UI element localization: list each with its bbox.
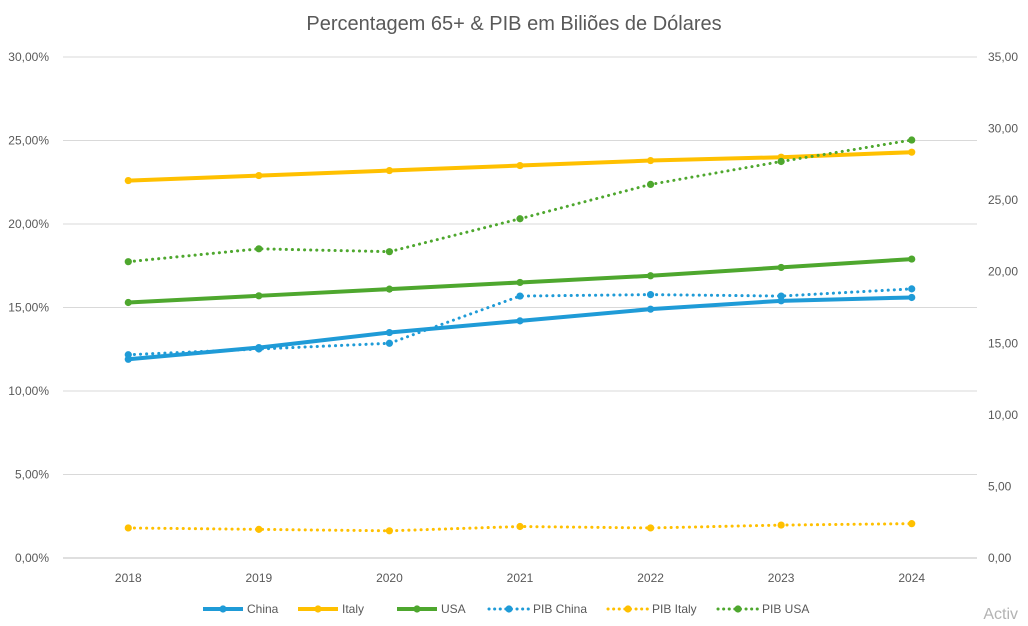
legend-label: Italy: [342, 602, 364, 616]
right-tick-label: 15,00: [988, 336, 1018, 350]
left-tick-label: 0,00%: [15, 551, 49, 565]
x-tick-label: 2018: [115, 571, 142, 585]
data-point: [255, 345, 263, 353]
data-point: [777, 521, 785, 529]
left-axis-ticks: 0,00% 5,00% 10,00% 15,00% 20,00% 25,00% 30,00%: [8, 50, 49, 565]
legend-item: PIB USA: [716, 602, 809, 616]
data-point: [516, 522, 524, 531]
right-tick-label: 0,00: [988, 551, 1012, 565]
data-point: [255, 245, 263, 253]
data-point: [516, 161, 524, 170]
watermark-text: Activ: [983, 606, 1018, 623]
legend-item: USA: [397, 602, 466, 616]
legend-marker: [413, 605, 421, 613]
data-point: [255, 171, 263, 180]
legend-marker: [219, 605, 227, 613]
data-point: [385, 285, 394, 293]
legend-label: China: [247, 602, 279, 616]
right-tick-label: 20,00: [988, 265, 1018, 279]
left-tick-label: 20,00%: [8, 217, 49, 231]
data-point: [908, 293, 916, 302]
data-point: [124, 258, 132, 266]
gridlines: [63, 56, 977, 559]
legend-item: PIB Italy: [606, 602, 697, 616]
legend-label: USA: [441, 602, 466, 616]
data-point: [385, 166, 394, 175]
data-point: [908, 285, 916, 293]
data-point: [255, 525, 263, 533]
x-tick-label: 2019: [246, 571, 273, 585]
x-axis-ticks: 2018 2019 2020 2021 2022 2023 2024: [115, 571, 925, 585]
data-point: [385, 527, 394, 535]
data-point: [646, 524, 655, 532]
series-line: [126, 138, 914, 264]
data-point: [255, 292, 263, 300]
x-tick-label: 2024: [898, 571, 925, 585]
data-point: [385, 339, 394, 347]
data-point: [516, 317, 524, 325]
data-point: [385, 328, 394, 337]
data-point: [124, 298, 132, 307]
left-tick-label: 5,00%: [15, 468, 49, 482]
legend-label: PIB Italy: [652, 602, 697, 616]
series-lines: [124, 136, 916, 535]
right-tick-label: 35,00: [988, 50, 1018, 64]
right-tick-label: 30,00: [988, 122, 1018, 136]
data-point: [385, 248, 394, 256]
data-point: [516, 215, 524, 223]
data-point: [646, 156, 655, 165]
x-tick-label: 2020: [376, 571, 403, 585]
data-point: [646, 305, 655, 313]
right-tick-label: 25,00: [988, 193, 1018, 207]
left-tick-label: 25,00%: [8, 134, 49, 148]
data-point: [124, 176, 132, 185]
data-point: [908, 136, 916, 144]
chart-title: Percentagem 65+ & PIB em Biliões de Dóla…: [306, 13, 721, 35]
data-point: [124, 351, 132, 359]
right-tick-label: 5,00: [988, 479, 1012, 493]
x-tick-label: 2021: [507, 571, 534, 585]
data-point: [124, 524, 132, 532]
data-point: [908, 255, 916, 263]
data-point: [908, 520, 916, 528]
data-point: [777, 292, 785, 300]
legend-label: PIB China: [533, 602, 587, 616]
left-tick-label: 10,00%: [8, 384, 49, 398]
legend-item: PIB China: [487, 602, 587, 616]
data-point: [516, 278, 524, 287]
x-tick-label: 2022: [637, 571, 664, 585]
x-tick-label: 2023: [768, 571, 795, 585]
data-point: [646, 291, 655, 299]
legend-item: China: [203, 602, 279, 616]
legend-marker: [624, 605, 632, 613]
data-point: [908, 148, 916, 156]
legend: China Italy USA PIB China PIB Italy PIB USA: [203, 602, 809, 616]
series-line: [126, 295, 914, 362]
right-axis-ticks: 0,00 5,00 10,00 15,00 20,00 25,00 30,00 35,00: [988, 50, 1018, 565]
legend-label: PIB USA: [762, 602, 809, 616]
legend-marker: [505, 605, 513, 613]
data-point: [777, 263, 785, 272]
left-tick-label: 15,00%: [8, 301, 49, 315]
left-tick-label: 30,00%: [8, 50, 49, 64]
data-point: [646, 272, 655, 280]
data-point: [646, 180, 655, 188]
legend-marker: [734, 605, 742, 613]
legend-item: Italy: [298, 602, 364, 616]
right-tick-label: 10,00: [988, 408, 1018, 422]
legend-marker: [314, 605, 322, 613]
data-point: [777, 157, 785, 166]
data-point: [516, 292, 524, 300]
